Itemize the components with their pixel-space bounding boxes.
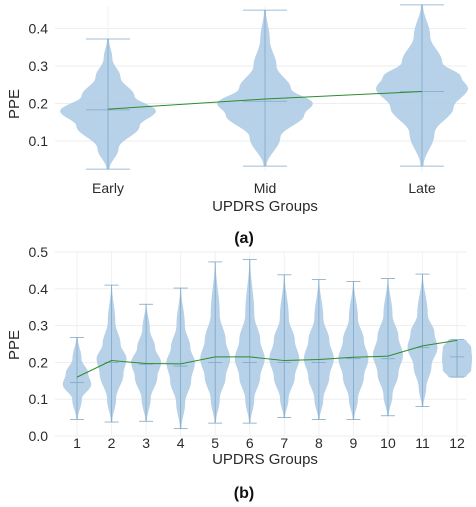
y-ticks-a: 0.1 0.2 0.3 0.4 [29,21,49,150]
x-ticks-a: Early Mid Late [92,180,436,196]
x-tick-label: 1 [73,435,81,451]
x-tick-label: 5 [211,435,219,451]
mean-trend-line [76,339,458,378]
panel-label-b: (b) [234,485,254,502]
x-tick-label: 8 [315,435,323,451]
x-axis-title-a: UPDRS Groups [212,198,318,215]
y-tick-label: 0.3 [29,318,49,334]
y-tick-label: 0.4 [29,21,49,37]
violins-a [60,4,469,170]
x-tick-label: 2 [108,435,116,451]
y-axis-title-a: PPE [6,89,23,119]
x-tick-label: 4 [177,435,185,451]
panel-b: 0.00.10.20.30.40.5 1 2 3 4 5 6 7 8 9 10 11 12 UPDRS… [6,244,473,502]
trend-line-a [107,91,423,110]
y-tick-label: 0.4 [29,281,49,297]
x-tick-label: Late [408,180,435,196]
x-tick-label: 11 [415,435,430,451]
y-axis-title-b: PPE [6,330,23,360]
y-ticks-b: 0.0 0.1 0.2 0.3 0.4 0.5 [29,244,49,444]
y-tick-label: 0.3 [29,58,49,74]
y-tick-label: 0.2 [29,354,49,370]
x-tick-label: 6 [246,435,254,451]
y-tick-label: 0.1 [29,133,49,149]
x-tick-label: 3 [142,435,150,451]
x-tick-label: Early [92,180,124,196]
mean-trend-line [107,91,423,110]
x-axis-title-b: UPDRS Groups [212,451,318,468]
x-tick-label: 10 [380,435,396,451]
trend-line-b [76,339,458,378]
panel-a: 0.1 0.2 0.3 0.4 Early Mid Late UPDRS Groups P… [6,4,469,247]
x-ticks-b: 1 2 3 4 5 6 7 8 9 10 11 12 [73,435,465,451]
x-tick-label: Mid [254,180,277,196]
x-tick-label: 7 [280,435,288,451]
y-tick-label: 0.5 [29,244,49,260]
x-tick-label: 9 [350,435,358,451]
x-tick-label: 12 [449,435,465,451]
y-tick-label: 0.0 [29,428,49,444]
violins-b [62,258,473,430]
y-tick-label: 0.1 [29,391,49,407]
panel-label-a: (a) [234,230,254,247]
y-tick-label: 0.2 [29,96,49,112]
